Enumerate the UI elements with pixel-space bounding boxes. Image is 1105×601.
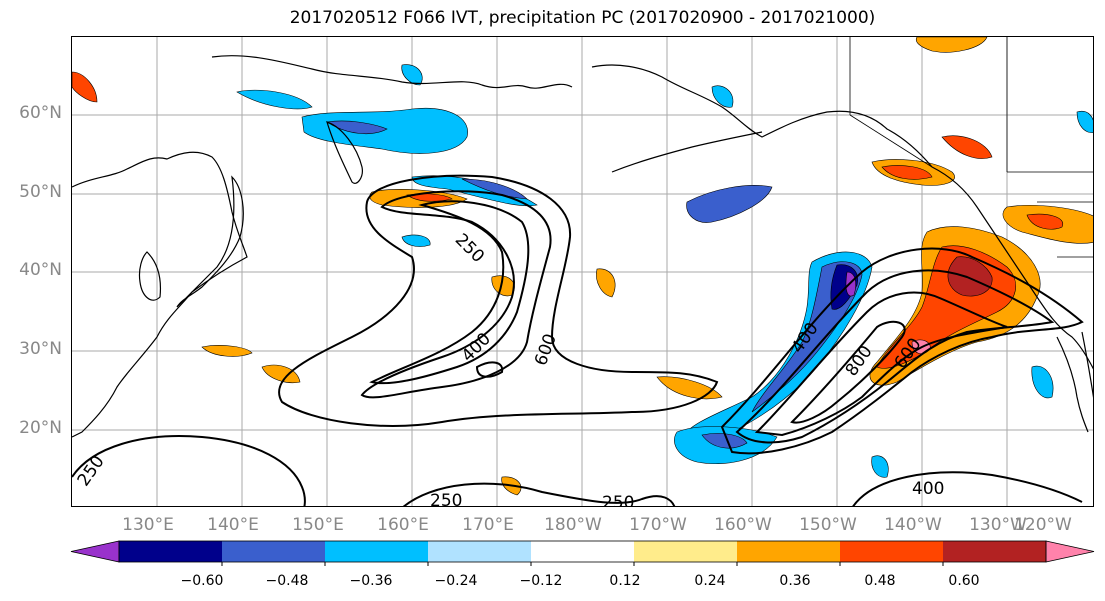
colorbar-segment — [840, 541, 944, 562]
colorbar-tick: 0.24 — [694, 573, 726, 589]
far-west-precip — [72, 71, 98, 103]
gulf-alaska-precip-strong — [881, 165, 933, 180]
colorbar-tick: −0.48 — [265, 573, 309, 589]
colorbar-tick: −0.60 — [180, 573, 224, 589]
ivt-400-se — [852, 471, 1083, 506]
colorbar-segment — [634, 541, 738, 562]
ivt-label: 400 — [912, 479, 944, 499]
lat-label: 30°N — [19, 339, 62, 359]
lat-label: 60°N — [19, 103, 62, 123]
japan — [176, 175, 244, 308]
colorbar-segment — [943, 541, 1047, 562]
lon-label: 160°W — [714, 515, 772, 535]
na-coast-precip-max — [947, 256, 993, 297]
canada-precip-2 — [1026, 213, 1064, 230]
colorbar-tick: 0.36 — [779, 573, 811, 589]
ivt-600-east — [754, 291, 1008, 437]
map-panel: 250 400 600 400 800 600 250 250 250 400 — [71, 36, 1094, 507]
plot-title: 2017020512 F066 IVT, precipitation PC (2… — [289, 8, 876, 28]
lat-label: 40°N — [19, 260, 62, 280]
colorbar-segment — [325, 541, 429, 562]
lon-label: 130°E — [122, 515, 174, 535]
mid-pac-blue — [401, 234, 431, 247]
colorbar-extend-low — [70, 540, 120, 563]
ivt-600-west-loop — [369, 200, 530, 385]
korea — [138, 251, 162, 301]
ivt-contours — [72, 174, 1084, 506]
aleutian-precip-2 — [461, 178, 528, 200]
lon-label: 160°E — [377, 515, 429, 535]
ne-blue-2 — [871, 455, 889, 478]
colorbar-segment — [428, 541, 532, 562]
colorbar-segment — [222, 541, 326, 562]
lon-label: 170°E — [462, 515, 514, 535]
lon-label: 130°W — [969, 515, 1027, 535]
kamchatka-precip-2 — [326, 120, 388, 134]
ivt-label: 250 — [430, 491, 462, 507]
ivt-250-east — [720, 247, 1084, 455]
precip-positive — [72, 37, 1093, 496]
baja — [1056, 336, 1089, 433]
colorbar-tick: −0.36 — [349, 573, 393, 589]
colorbar-segment — [119, 541, 223, 562]
ne-pac-precip-2 — [1076, 111, 1093, 133]
asia-coast — [72, 151, 248, 438]
lon-label: 150°W — [799, 515, 857, 535]
ne-pac-precip — [1031, 365, 1054, 399]
ivt-inner-small — [475, 361, 504, 378]
ivt-250-south-sw — [72, 435, 306, 506]
colorbar-tick: 0.12 — [609, 573, 641, 589]
lon-label: 140°E — [207, 515, 259, 535]
na-coast — [931, 166, 1093, 370]
se-alaska-precip — [941, 135, 993, 159]
midpac-precip — [596, 268, 616, 298]
lon-label: 180°W — [544, 515, 602, 535]
lon-label: 170°W — [629, 515, 687, 535]
subtropic-precip-2 — [261, 364, 301, 384]
colorbar-tick: −0.24 — [434, 573, 478, 589]
top-right-precip — [915, 37, 988, 53]
colorbar-tick: 0.48 — [864, 573, 896, 589]
ivt-400-east — [735, 269, 1055, 444]
colorbar-outline — [118, 540, 1047, 563]
map-canvas: 250 400 600 400 800 600 250 250 250 400 — [72, 37, 1093, 507]
precip-negative — [236, 64, 1093, 478]
alaska-west — [591, 64, 933, 168]
gulf-cold-precip — [686, 185, 773, 223]
lon-label: 120°W — [1014, 515, 1072, 535]
colorbar-segment — [531, 541, 635, 562]
lon-label: 140°W — [884, 515, 942, 535]
coastlines — [72, 55, 1093, 438]
siberia — [211, 55, 573, 89]
lat-label: 20°N — [19, 418, 62, 438]
trailing-precip-2 — [701, 433, 748, 449]
ivt-250-west-loop — [278, 174, 719, 427]
alaska-blue — [711, 85, 734, 108]
mexico — [1081, 331, 1093, 398]
colorbar-extend-high — [1045, 540, 1095, 563]
okhotsk-precip — [236, 89, 313, 110]
bering-precip — [401, 64, 423, 86]
kamchatka-precip — [301, 107, 468, 154]
ivt-800-east — [790, 320, 906, 424]
ivt-label: 250 — [602, 493, 634, 507]
colorbar-segment — [737, 541, 841, 562]
colorbar-tick: −0.12 — [519, 573, 563, 589]
aleutians — [611, 131, 763, 173]
ivt-250-south-mid — [402, 482, 676, 506]
lon-label: 150°E — [292, 515, 344, 535]
hawaii-precip — [656, 376, 723, 400]
ivt-400-west-loop — [360, 190, 552, 399]
colorbar-tick: 0.60 — [948, 573, 980, 589]
lat-label: 50°N — [19, 182, 62, 202]
borders — [849, 37, 1093, 258]
subtropic-precip-1 — [201, 345, 253, 357]
kamchatka — [326, 121, 363, 184]
